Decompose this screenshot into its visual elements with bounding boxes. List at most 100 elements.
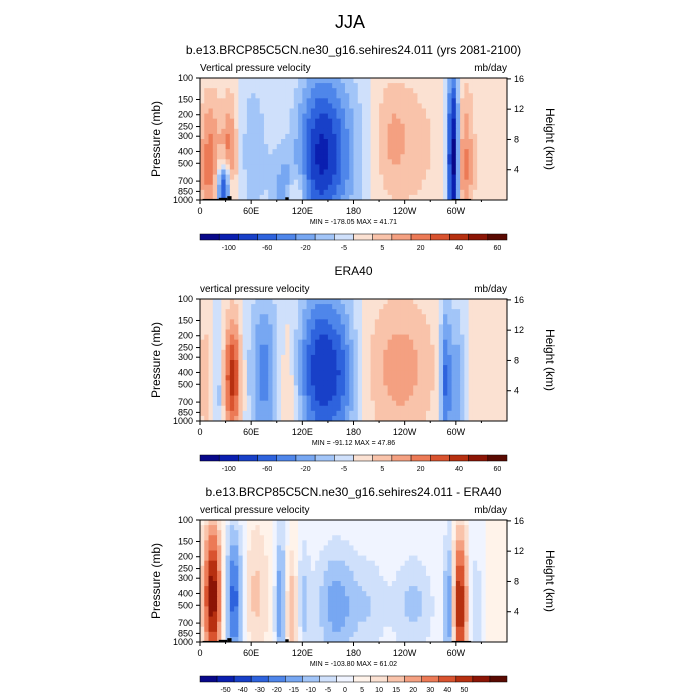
heatmap-cell <box>460 88 465 94</box>
heatmap-cell <box>242 98 248 104</box>
heatmap-cell <box>349 299 354 305</box>
heatmap-cell <box>310 354 316 361</box>
heatmap-cell <box>204 103 209 109</box>
heatmap-cell <box>255 304 261 310</box>
heatmap-cell <box>289 144 295 150</box>
heatmap-cell <box>421 113 427 120</box>
heatmap-cell <box>425 139 431 145</box>
heatmap-cell <box>353 365 359 371</box>
heatmap-cell <box>357 139 363 145</box>
heatmap-cell <box>421 128 427 135</box>
heatmap-cell <box>485 360 491 366</box>
heatmap-cell <box>229 365 235 371</box>
heatmap-cell <box>434 179 440 186</box>
heatmap-cell <box>298 370 303 376</box>
heatmap-cell <box>460 144 465 150</box>
heatmap-cell <box>306 194 312 201</box>
y-tick-label: 700 <box>178 397 193 407</box>
heatmap-cell <box>434 601 440 607</box>
heatmap-cell <box>255 555 261 562</box>
heatmap-cell <box>468 123 474 130</box>
heatmap-cell <box>255 365 261 371</box>
heatmap-cell <box>259 535 265 541</box>
heatmap-cell <box>242 606 248 612</box>
heatmap-cell <box>272 415 278 422</box>
heatmap-cell <box>238 169 244 175</box>
heatmap-cell <box>379 189 384 196</box>
heatmap-cell <box>417 329 423 335</box>
heatmap-cell <box>340 159 346 165</box>
heatmap-cell <box>396 123 401 130</box>
heatmap-cell <box>349 304 354 310</box>
heatmap-cell <box>272 149 278 155</box>
heatmap-cell <box>447 184 452 191</box>
heatmap-cell <box>489 611 495 617</box>
heatmap-cell <box>259 139 265 145</box>
heatmap-cell <box>443 520 448 526</box>
heatmap-cell <box>464 324 470 330</box>
heatmap-cell <box>370 329 376 335</box>
heatmap-cell <box>413 108 418 114</box>
heatmap-cell <box>425 329 431 335</box>
heatmap-cell <box>396 159 401 165</box>
heatmap-cell <box>443 189 448 196</box>
heatmap-cell <box>425 596 431 602</box>
heatmap-cell <box>336 550 342 556</box>
heatmap-cell <box>225 118 231 125</box>
heatmap-cell <box>263 103 269 109</box>
heatmap-cell <box>391 535 397 541</box>
heatmap-cell <box>293 611 299 617</box>
heatmap-cell <box>353 174 359 181</box>
heatmap-cell <box>404 410 410 417</box>
heatmap-cell <box>204 380 209 386</box>
heatmap-cell <box>468 329 474 335</box>
heatmap-cell <box>306 410 312 417</box>
heatmap-cell <box>349 555 354 562</box>
heatmap-cell <box>451 415 457 422</box>
heatmap-cell <box>387 299 393 305</box>
heatmap-cell <box>344 184 350 191</box>
heatmap-cell <box>425 118 431 125</box>
heatmap-cell <box>238 395 244 402</box>
heatmap-cell <box>413 113 418 120</box>
heatmap-cell <box>208 179 214 186</box>
heatmap-cell <box>238 304 244 310</box>
heatmap-cell <box>242 540 248 546</box>
heatmap-cell <box>344 611 350 617</box>
heatmap-cell <box>336 149 342 155</box>
heatmap-cell <box>472 370 478 376</box>
heatmap-cell <box>272 139 278 145</box>
heatmap-cell <box>238 410 244 417</box>
heatmap-cell <box>251 601 256 607</box>
heatmap-cell <box>464 179 470 186</box>
heatmap-cell <box>315 154 320 160</box>
heatmap-cell <box>285 390 290 396</box>
heatmap-cell <box>238 365 244 371</box>
heatmap-cell <box>217 144 222 150</box>
heatmap-cell <box>251 545 256 551</box>
heatmap-cell <box>340 179 346 186</box>
heatmap-cell <box>417 555 423 562</box>
heatmap-cell <box>221 530 226 536</box>
heatmap-cell <box>225 560 231 567</box>
heatmap-cell <box>310 344 316 351</box>
heatmap-cell <box>336 174 342 181</box>
heatmap-cell <box>443 525 448 531</box>
heatmap-cell <box>468 174 474 181</box>
heatmap-cell <box>451 405 457 412</box>
heatmap-cell <box>319 88 325 94</box>
heatmap-cell <box>353 591 359 597</box>
heatmap-cell <box>481 560 487 567</box>
heatmap-cell <box>362 118 367 125</box>
heatmap-cell <box>251 344 256 351</box>
heatmap-cell <box>498 375 504 381</box>
heatmap-cell <box>259 133 265 140</box>
heatmap-cell <box>285 530 290 536</box>
heatmap-cell <box>332 596 337 602</box>
heatmap-cell <box>379 400 384 407</box>
heatmap-cell <box>417 530 423 536</box>
heatmap-cell <box>494 565 499 572</box>
heatmap-cell <box>315 103 320 109</box>
heatmap-cell <box>489 144 495 150</box>
heatmap-cell <box>344 128 350 135</box>
